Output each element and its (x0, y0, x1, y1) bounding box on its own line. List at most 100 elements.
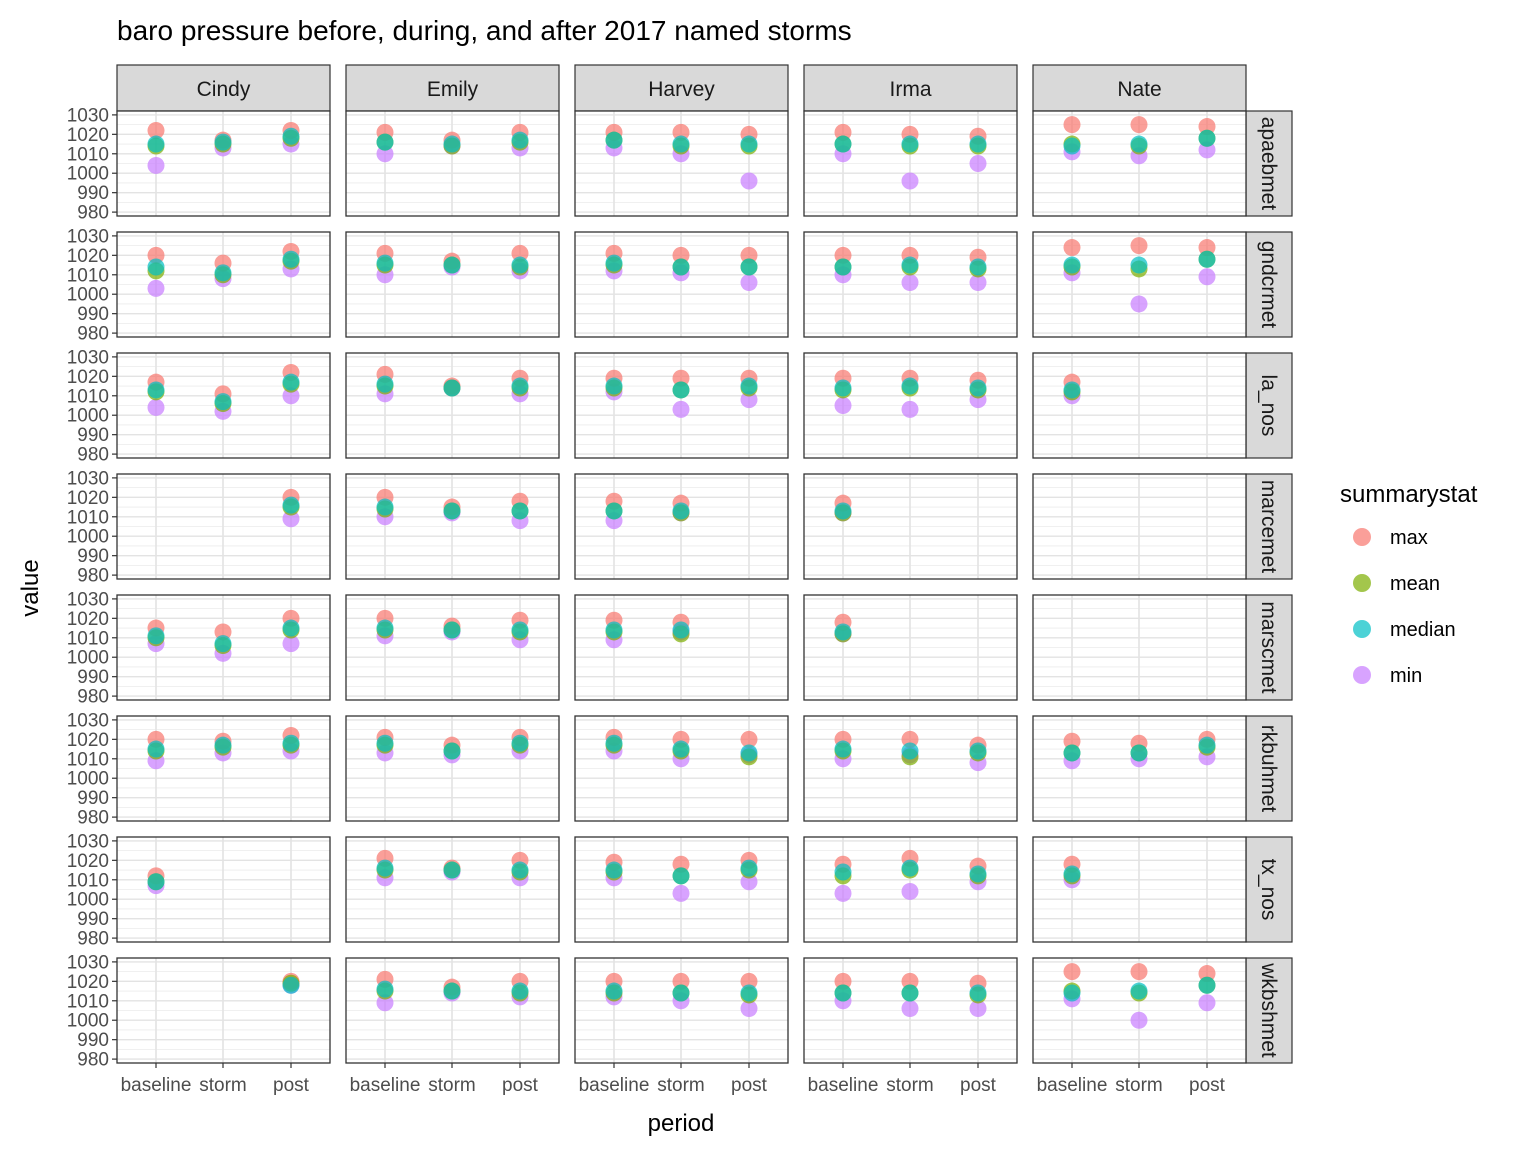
point-median (376, 619, 394, 637)
point-median (282, 496, 300, 514)
point-median (1130, 135, 1148, 153)
point-max (901, 730, 919, 748)
point-max (672, 972, 690, 990)
point-median (1198, 976, 1216, 994)
point-median (1198, 736, 1216, 754)
legend-entry-mean: mean (1353, 573, 1440, 595)
point-median (834, 984, 852, 1002)
facet-strip-harvey: Harvey (574, 64, 789, 112)
point-median (443, 861, 461, 879)
y-tick-label: 1030 (67, 710, 109, 731)
facet-strip-label: Cindy (197, 78, 251, 101)
y-tick-label: 1010 (67, 144, 109, 165)
point-median (672, 984, 690, 1002)
x-tick-label: post (731, 1075, 768, 1096)
facet-strip-irma: Irma (803, 64, 1018, 112)
point-min (969, 274, 987, 292)
point-median (672, 381, 690, 399)
point-min (282, 387, 300, 405)
facet-strip-marscmet: marscmet (1245, 594, 1293, 701)
point-max (511, 244, 529, 262)
point-median (511, 861, 529, 879)
point-median (834, 379, 852, 397)
facet-strip-label: la_nos (1257, 375, 1280, 437)
facet-strip-gndcrmet: gndcrmet (1245, 231, 1293, 338)
point-median (969, 258, 987, 276)
point-max (1063, 239, 1081, 257)
panel-marcemet-irma (803, 473, 1018, 580)
y-tick-label: 1000 (67, 164, 109, 185)
point-min (740, 274, 758, 292)
point-median (1198, 250, 1216, 268)
point-median (511, 734, 529, 752)
point-min (376, 994, 394, 1012)
point-median (969, 984, 987, 1002)
y-tick-label: 1010 (67, 386, 109, 407)
y-tick-label: 1020 (67, 488, 109, 509)
panel-gndcrmet-emily (345, 231, 560, 338)
panel-marscmet-cindy (116, 594, 331, 701)
panel-wkbshmet-harvey (574, 957, 789, 1064)
point-max (834, 123, 852, 141)
point-median (605, 131, 623, 149)
panel-wkbshmet-emily (345, 957, 560, 1064)
panel-la_nos-irma (803, 352, 1018, 459)
y-tick-label: 1000 (67, 285, 109, 306)
point-min (147, 156, 165, 174)
x-axis-emily: baseline storm post (350, 1063, 539, 1096)
point-median (147, 627, 165, 645)
point-median (740, 258, 758, 276)
facet-strip-nate: Nate (1032, 64, 1247, 112)
facet-strip-cindy: Cindy (116, 64, 331, 112)
point-min (672, 884, 690, 902)
point-median (901, 377, 919, 395)
point-median (672, 502, 690, 520)
point-max (672, 123, 690, 141)
x-tick-label: baseline (121, 1075, 192, 1096)
panel-la_nos-cindy (116, 352, 331, 459)
point-min (1198, 268, 1216, 286)
x-tick-label: post (273, 1075, 310, 1096)
point-median (1063, 381, 1081, 399)
point-median (214, 264, 232, 282)
point-median (969, 379, 987, 397)
point-median (834, 740, 852, 758)
legend-label: min (1390, 665, 1422, 687)
y-tick-label: 1020 (67, 367, 109, 388)
point-median (214, 635, 232, 653)
y-tick-label: 1030 (67, 347, 109, 368)
chart-title: baro pressure before, during, and after … (117, 15, 852, 46)
y-tick-label: 1010 (67, 870, 109, 891)
point-median (1063, 865, 1081, 883)
y-tick-label: 1030 (67, 952, 109, 973)
y-tick-label: 1000 (67, 890, 109, 911)
point-median (147, 873, 165, 891)
facet-strip-label: Irma (890, 78, 932, 101)
point-median (740, 135, 758, 153)
panel-gndcrmet-irma (803, 231, 1018, 338)
point-max (672, 855, 690, 873)
panel-apaebmet-cindy (116, 110, 331, 217)
y-tick-label: 990 (77, 546, 109, 567)
legend: summarystat max mean median min (1340, 481, 1478, 687)
point-min (282, 510, 300, 528)
point-median (740, 377, 758, 395)
x-tick-label: post (1189, 1075, 1226, 1096)
point-median (969, 865, 987, 883)
point-min (901, 274, 919, 292)
point-median (1063, 744, 1081, 762)
point-median (1063, 256, 1081, 274)
y-tick-label: 1000 (67, 406, 109, 427)
point-median (1063, 984, 1081, 1002)
point-min (376, 145, 394, 163)
panel-gndcrmet-cindy (116, 231, 331, 338)
legend-label: median (1390, 619, 1456, 641)
legend-title: summarystat (1340, 481, 1478, 508)
panel-tx_nos-harvey (574, 836, 789, 943)
point-median (443, 502, 461, 520)
x-tick-label: post (502, 1075, 539, 1096)
point-median (834, 863, 852, 881)
